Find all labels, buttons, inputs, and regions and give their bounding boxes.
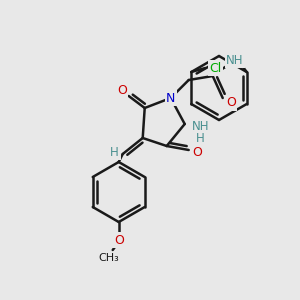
Text: O: O [117,85,127,98]
Text: CH₃: CH₃ [98,253,119,263]
Text: O: O [114,233,124,247]
Text: O: O [192,146,202,158]
Text: NH: NH [226,53,244,67]
Text: H: H [110,146,119,158]
Text: H: H [196,131,205,145]
Text: O: O [226,97,236,110]
Text: NH: NH [192,119,209,133]
Text: N: N [166,92,175,104]
Text: Cl: Cl [209,61,221,74]
